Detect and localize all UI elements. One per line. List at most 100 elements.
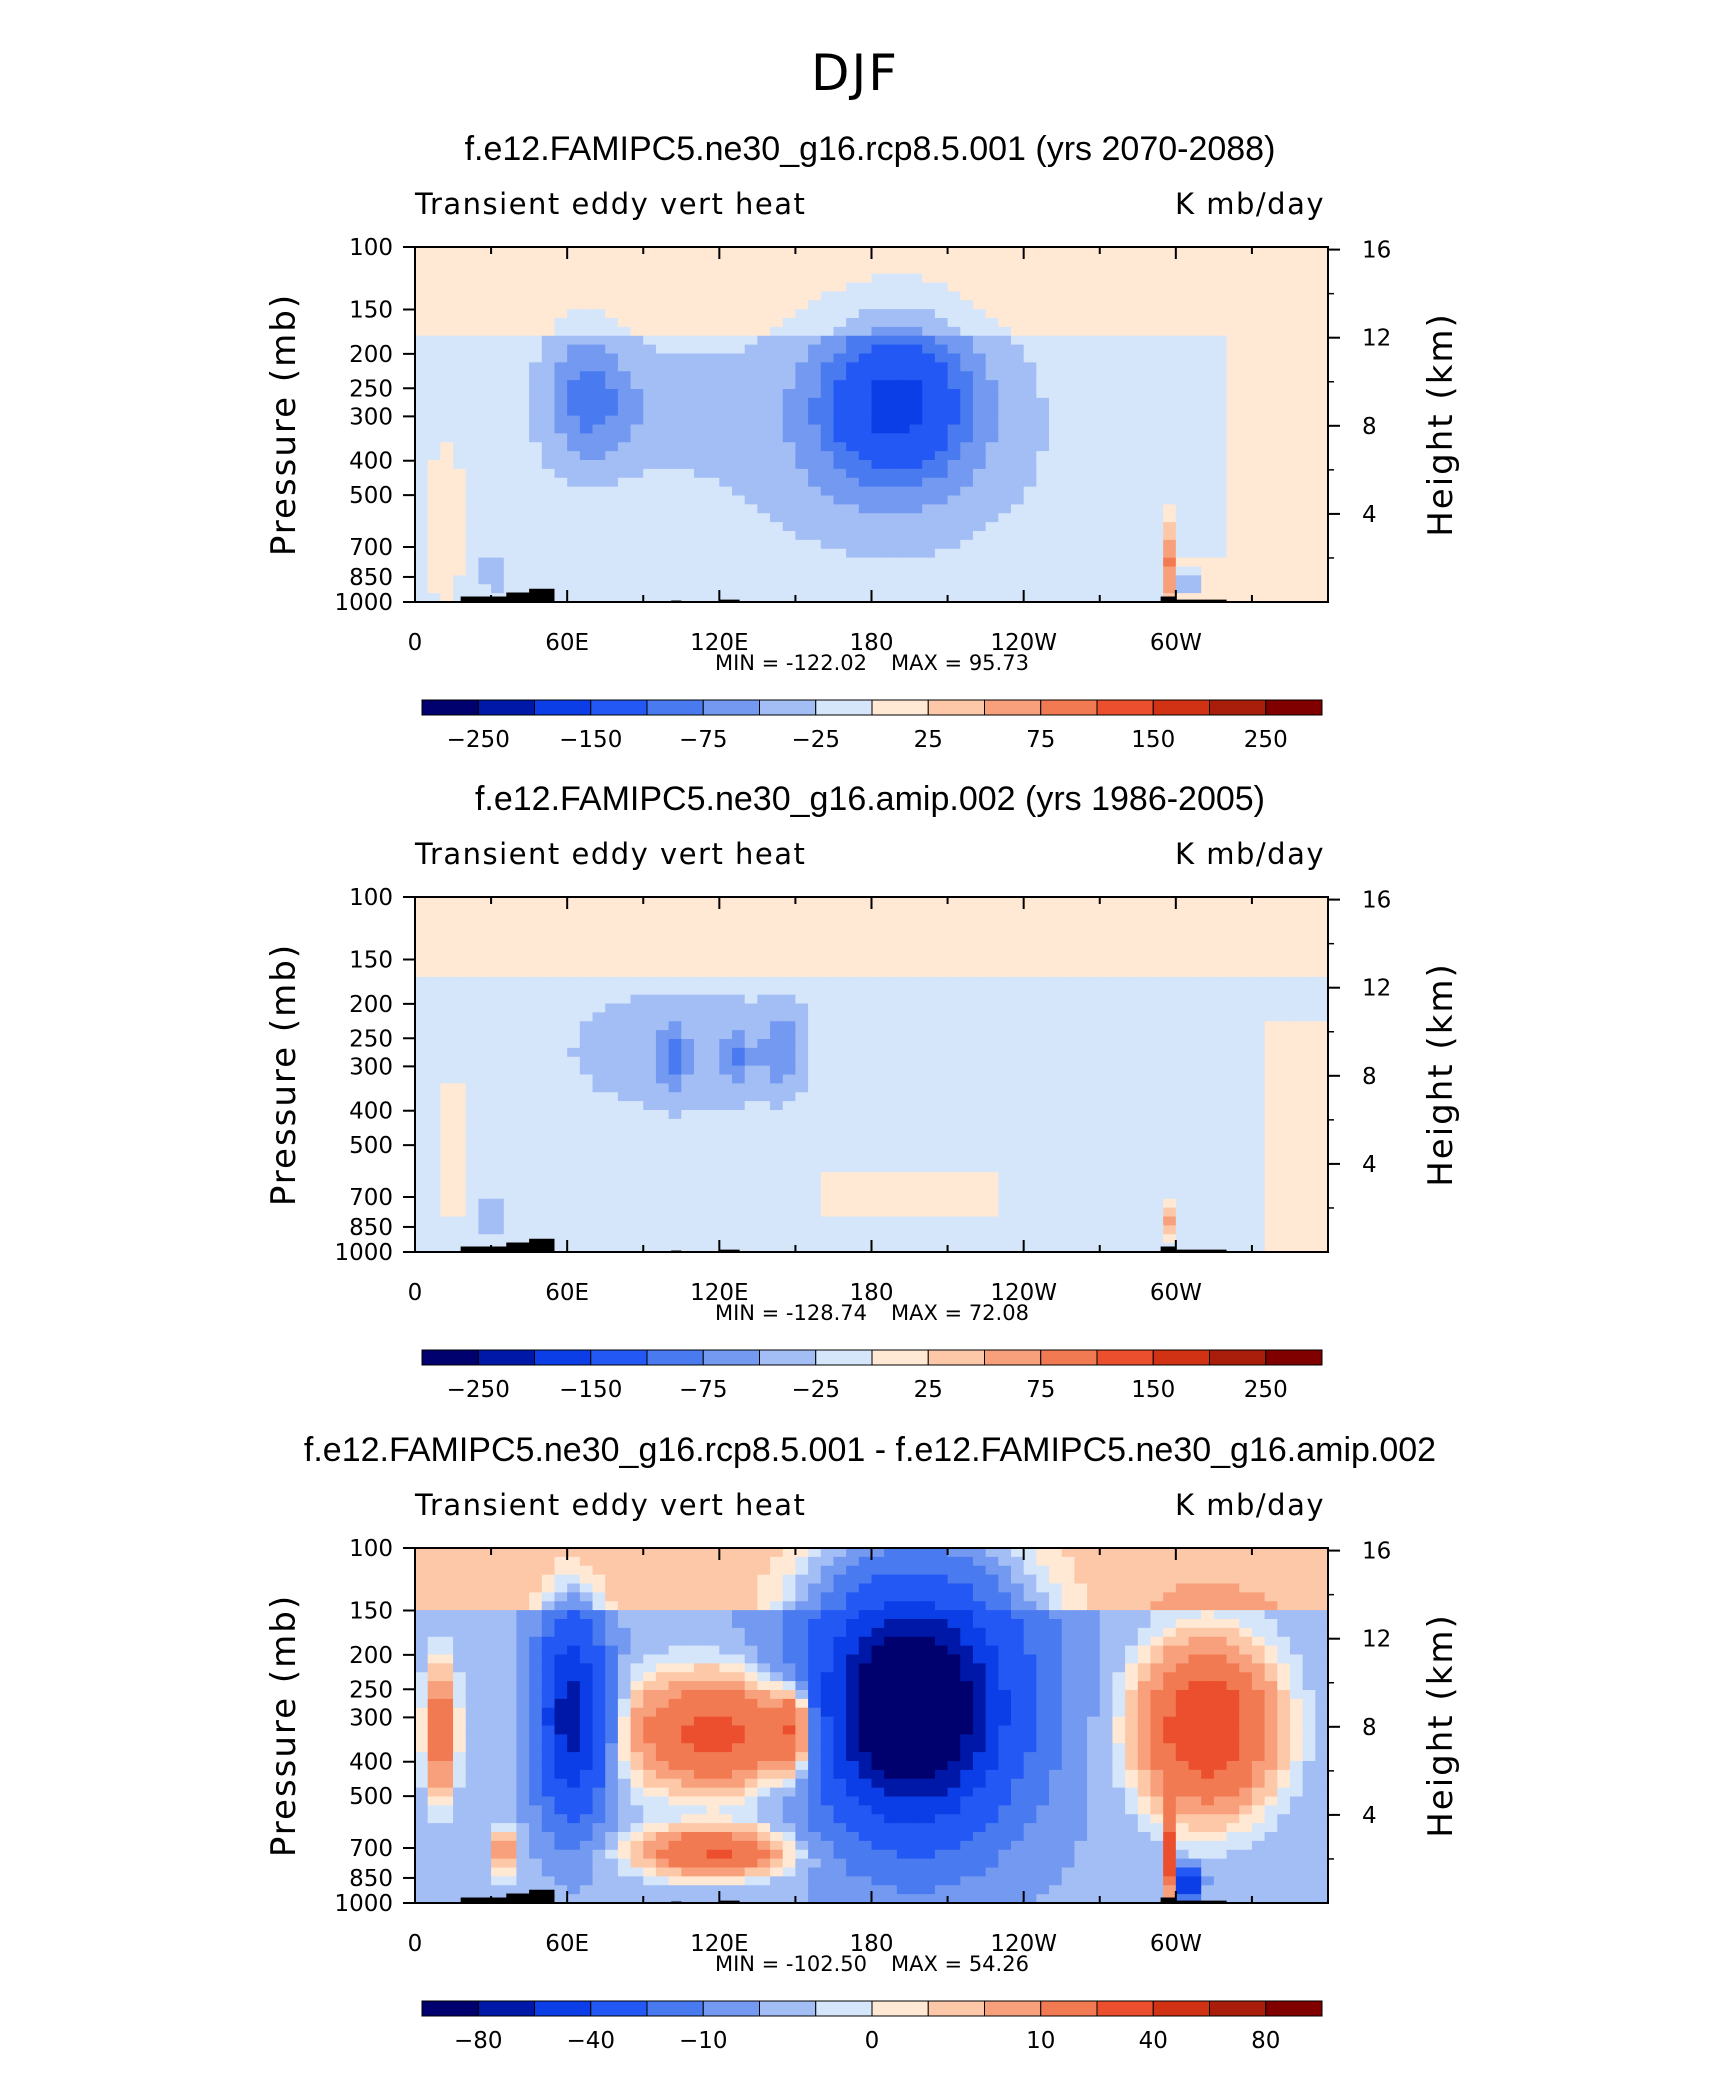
field-cell: [669, 1039, 682, 1048]
y-right-tick-label: 4: [1362, 502, 1377, 528]
field-cell: [1036, 531, 1049, 540]
field-cell: [1074, 1101, 1087, 1110]
field-cell: [466, 897, 479, 906]
field-cell: [1315, 1075, 1328, 1084]
field-cell: [504, 897, 517, 906]
field-cell: [783, 300, 796, 309]
field-cell: [1049, 318, 1062, 327]
field-cell: [859, 327, 872, 336]
field-cell: [681, 345, 694, 354]
field-cell: [631, 1101, 644, 1110]
field-cell: [1125, 1039, 1138, 1048]
field-cell: [948, 933, 961, 942]
field-cell: [631, 1092, 644, 1101]
field-cell: [707, 950, 720, 959]
field-cell: [1100, 977, 1113, 986]
field-cell: [935, 380, 948, 389]
field-cell: [593, 451, 606, 460]
field-cell: [516, 1092, 529, 1101]
field-cell: [1239, 407, 1252, 416]
field-cell: [1074, 433, 1087, 442]
field-cell: [516, 906, 529, 915]
field-cell: [973, 256, 986, 265]
field-cell: [973, 995, 986, 1004]
field-cell: [745, 291, 758, 300]
field-cell: [1252, 995, 1265, 1004]
field-cell: [1277, 540, 1290, 549]
field-cell: [821, 941, 834, 950]
field-cell: [783, 460, 796, 469]
field-cell: [1125, 336, 1138, 345]
field-cell: [428, 513, 441, 522]
field-cell: [948, 977, 961, 986]
field-cell: [542, 1012, 555, 1021]
field-cell: [1011, 977, 1024, 986]
field-cell: [1074, 504, 1087, 513]
field-cell: [808, 469, 821, 478]
field-cell: [1315, 950, 1328, 959]
field-cell: [491, 540, 504, 549]
field-cell: [605, 522, 618, 531]
field-cell: [1150, 584, 1163, 593]
field-cell: [1087, 433, 1100, 442]
field-cell: [986, 274, 999, 283]
field-cell: [973, 1083, 986, 1092]
field-cell: [1049, 416, 1062, 425]
field-cell: [707, 1128, 720, 1137]
field-cell: [605, 442, 618, 451]
field-cell: [478, 513, 491, 522]
field-cell: [428, 1137, 441, 1146]
field-cell: [1265, 1075, 1278, 1084]
field-cell: [1265, 398, 1278, 407]
field-cell: [618, 380, 631, 389]
field-cell: [529, 941, 542, 950]
field-cell: [960, 513, 973, 522]
field-cell: [1062, 460, 1075, 469]
field-cell: [1252, 389, 1265, 398]
field-cell: [618, 451, 631, 460]
field-cell: [631, 558, 644, 567]
field-cell: [1176, 549, 1189, 558]
field-cell: [504, 1012, 517, 1021]
field-cell: [631, 291, 644, 300]
field-cell: [1074, 327, 1087, 336]
field-cell: [542, 941, 555, 950]
field-cell: [1062, 549, 1075, 558]
field-cell: [986, 513, 999, 522]
field-cell: [1087, 1119, 1100, 1128]
field-cell: [694, 1119, 707, 1128]
field-cell: [884, 460, 897, 469]
field-cell: [1062, 1119, 1075, 1128]
field-cell: [1303, 1012, 1316, 1021]
field-cell: [719, 345, 732, 354]
field-cell: [1189, 371, 1202, 380]
field-cell: [491, 327, 504, 336]
field-cell: [1252, 968, 1265, 977]
field-cell: [1290, 968, 1303, 977]
field-cell: [719, 959, 732, 968]
field-cell: [846, 265, 859, 274]
field-cell: [1201, 1066, 1214, 1075]
field-cell: [846, 469, 859, 478]
field-cell: [960, 977, 973, 986]
field-cell: [554, 531, 567, 540]
field-cell: [960, 1021, 973, 1030]
field-cell: [897, 1092, 910, 1101]
field-cell: [719, 1030, 732, 1039]
field-cell: [1112, 336, 1125, 345]
field-cell: [707, 274, 720, 283]
field-cell: [631, 504, 644, 513]
field-cell: [567, 915, 580, 924]
field-cell: [1024, 950, 1037, 959]
field-cell: [643, 407, 656, 416]
field-cell: [491, 959, 504, 968]
field-cell: [859, 540, 872, 549]
field-cell: [1252, 1048, 1265, 1057]
field-cell: [516, 933, 529, 942]
field-cell: [757, 522, 770, 531]
field-cell: [466, 915, 479, 924]
field-cell: [795, 407, 808, 416]
field-cell: [605, 924, 618, 933]
field-cell: [1087, 371, 1100, 380]
field-cell: [1201, 247, 1214, 256]
